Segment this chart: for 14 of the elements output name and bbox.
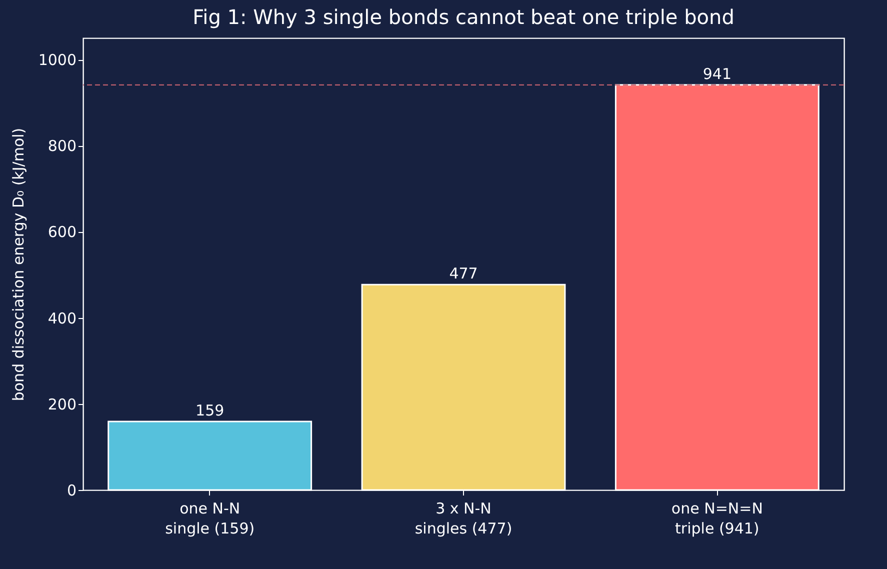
y-tick-label: 1000 (38, 51, 76, 70)
y-tick-label: 400 (48, 309, 76, 328)
x-tick-label: 3 x N-N singles (477) (414, 500, 512, 538)
y-axis-title: bond dissociation energy D₀ (kJ/mol) (9, 128, 28, 402)
y-tick-label: 600 (48, 223, 76, 242)
data-label: 159 (196, 402, 224, 420)
x-tick-label: one N-N single (159) (165, 500, 255, 538)
x-tick-label: one N=N=N triple (941) (671, 500, 763, 538)
data-label: 477 (449, 264, 478, 283)
data-label: 941 (702, 64, 732, 83)
y-tick-label: 800 (48, 137, 76, 156)
y-tick-label: 0 (66, 482, 76, 500)
y-tick-label: 200 (48, 395, 76, 414)
chart-title: Fig 1: Why 3 single bonds cannot beat one triple bond (192, 5, 734, 29)
